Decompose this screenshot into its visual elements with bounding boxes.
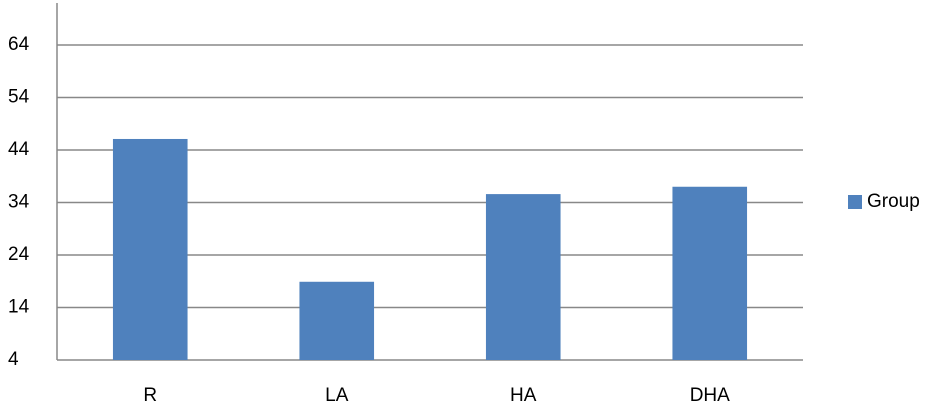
- x-tick-label: HA: [510, 385, 537, 406]
- x-tick-label: LA: [325, 385, 349, 406]
- bar: [672, 186, 748, 360]
- bar: [112, 138, 188, 360]
- x-tick-label: R: [143, 385, 157, 406]
- legend-swatch: [848, 195, 862, 209]
- y-tick-label: 64: [8, 34, 30, 55]
- y-tick-label: 24: [8, 244, 30, 265]
- bar: [299, 281, 375, 360]
- x-tick-label: DHA: [690, 385, 730, 406]
- y-tick-label: 4: [8, 349, 19, 370]
- legend-label: Group: [867, 191, 920, 212]
- y-tick-label: 44: [8, 139, 30, 160]
- bar: [485, 194, 561, 360]
- y-tick-label: 14: [8, 297, 30, 318]
- y-tick-label: 34: [8, 192, 30, 213]
- y-tick-label: 54: [8, 87, 30, 108]
